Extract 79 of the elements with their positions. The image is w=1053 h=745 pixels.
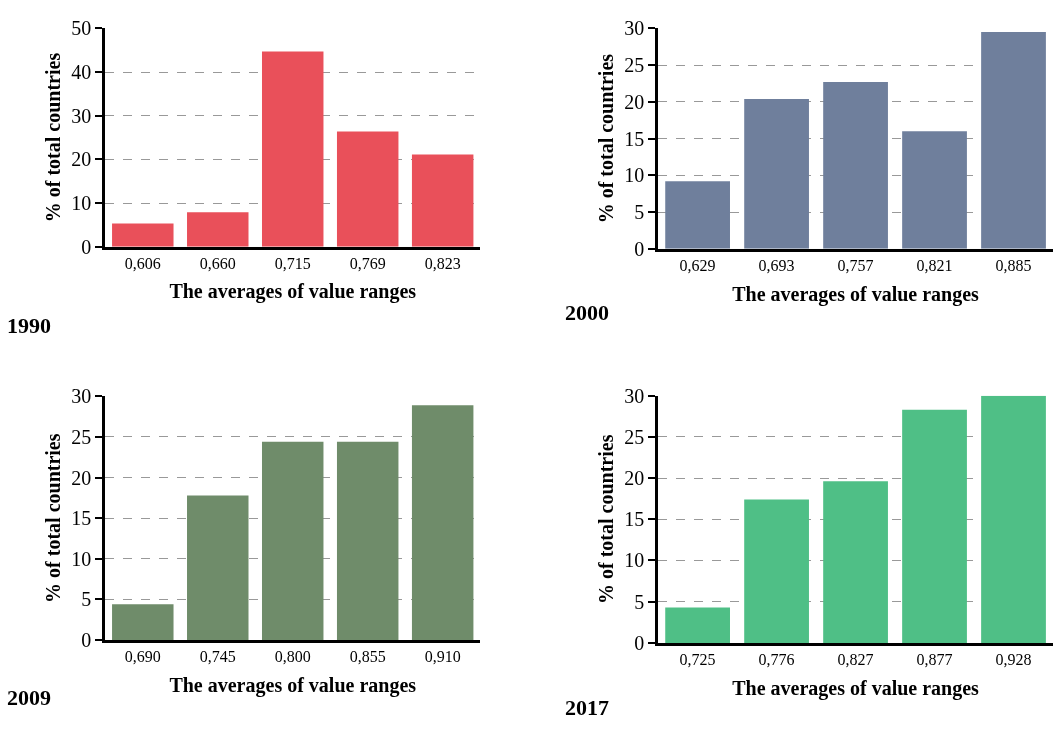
x-tick-label: 0,827 — [837, 651, 874, 669]
x-tick-label: 0,715 — [274, 254, 311, 272]
y-tick-label: 10 — [71, 192, 92, 215]
y-tick-label: 30 — [71, 104, 92, 127]
y-tick-label: 10 — [71, 547, 92, 570]
bar — [112, 223, 174, 247]
y-tick-label: 20 — [71, 466, 92, 489]
x-tick-label: 0,757 — [837, 257, 874, 275]
x-axis-title: The averages of value ranges — [169, 280, 417, 304]
y-tick-label: 25 — [624, 425, 645, 448]
y-axis-title: % of total countries — [594, 53, 617, 224]
y-tick-label: 10 — [624, 164, 645, 187]
y-tick-label: 15 — [624, 508, 645, 531]
x-tick-label: 0,725 — [679, 651, 716, 669]
y-tick-label: 0 — [634, 237, 645, 260]
y-tick-label: 25 — [71, 425, 92, 448]
y-tick-label: 0 — [81, 629, 92, 652]
x-tick-label: 0,800 — [274, 648, 311, 666]
x-tick-label: 0,910 — [424, 648, 461, 666]
y-tick-label: 20 — [624, 90, 645, 113]
x-tick-label: 0,823 — [424, 254, 461, 272]
x-tick-label: 0,776 — [758, 651, 795, 669]
x-tick-label: 0,928 — [995, 651, 1032, 669]
x-tick-label: 0,660 — [199, 254, 236, 272]
bar — [411, 405, 474, 641]
x-axis-title: The averages of value ranges — [732, 676, 980, 700]
x-tick-label: 0,769 — [349, 254, 386, 272]
bar — [744, 499, 809, 643]
bar — [902, 131, 967, 249]
bar — [665, 607, 730, 643]
x-tick-label: 0,745 — [199, 648, 236, 666]
y-tick-label: 40 — [71, 61, 92, 84]
y-tick-label: 50 — [71, 17, 92, 40]
x-tick-label: 0,855 — [349, 648, 386, 666]
x-tick-label: 0,629 — [679, 257, 716, 275]
text: 2017 — [565, 695, 609, 720]
y-tick-label: 15 — [71, 507, 92, 530]
y-axis-title: % of total countries — [41, 433, 64, 603]
bar — [187, 212, 249, 247]
y-tick-label: 10 — [624, 549, 645, 572]
y-tick-label: 0 — [634, 631, 645, 654]
x-tick-label: 0,693 — [758, 257, 795, 275]
x-axis-title: The averages of value ranges — [732, 282, 980, 306]
bar — [744, 98, 809, 249]
bar — [823, 481, 888, 643]
y-tick-label: 5 — [634, 590, 645, 613]
text: 2000 — [565, 300, 609, 325]
y-tick-label: 5 — [81, 588, 92, 611]
bar — [902, 409, 967, 643]
y-axis-title: % of total countries — [41, 52, 64, 223]
y-tick-label: 30 — [624, 17, 645, 40]
x-axis-title: The averages of value ranges — [169, 673, 417, 697]
bar — [981, 32, 1046, 249]
bar — [261, 441, 324, 641]
y-tick-label: 25 — [624, 54, 645, 77]
bar — [336, 131, 399, 247]
y-axis-title: % of total countries — [594, 434, 617, 604]
x-tick-label: 0,606 — [124, 254, 161, 272]
bar — [411, 154, 474, 247]
x-tick-label: 0,690 — [124, 648, 161, 666]
y-tick-label: 30 — [624, 384, 645, 407]
x-tick-label: 0,885 — [995, 257, 1032, 275]
y-tick-label: 0 — [81, 235, 92, 258]
y-tick-label: 30 — [71, 385, 92, 408]
bar — [336, 441, 399, 641]
x-tick-label: 0,821 — [916, 257, 953, 275]
y-tick-label: 5 — [634, 201, 645, 224]
y-tick-label: 15 — [624, 127, 645, 150]
bar — [261, 51, 324, 247]
text: 1990 — [7, 313, 51, 338]
bar — [665, 181, 730, 249]
bar — [112, 604, 174, 641]
y-tick-label: 20 — [71, 148, 92, 171]
bar — [823, 82, 888, 249]
bar — [981, 395, 1046, 643]
y-tick-label: 20 — [624, 467, 645, 490]
x-tick-label: 0,877 — [916, 651, 953, 669]
text: 2009 — [7, 685, 51, 710]
bar — [187, 495, 249, 641]
